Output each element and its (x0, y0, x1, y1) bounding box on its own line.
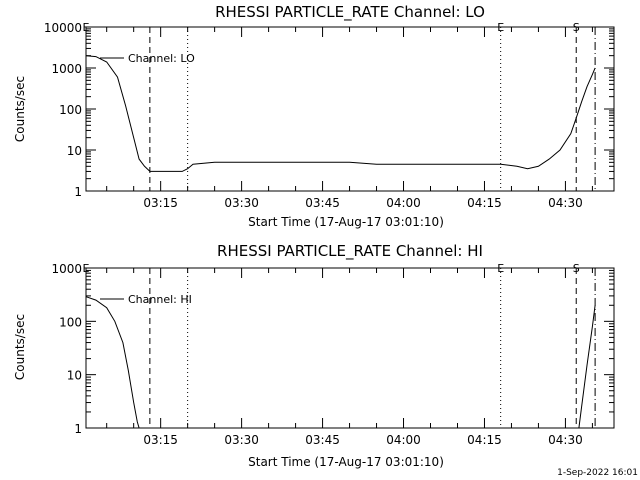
series-line (85, 296, 140, 429)
chart-title: RHESSI PARTICLE_RATE Channel: HI (217, 242, 483, 261)
x-tick-label: 03:15 (143, 433, 178, 447)
event-marker-label: E (497, 21, 504, 34)
y-tick-label: 100 (59, 103, 82, 117)
y-tick-label: 1000 (51, 262, 82, 276)
legend-label: Channel: LO (128, 52, 195, 65)
legend-label: Channel: HI (128, 293, 192, 306)
x-tick-label: 04:15 (467, 196, 502, 210)
x-axis-label: Start Time (17-Aug-17 03:01:10) (248, 455, 444, 469)
x-tick-label: 03:30 (224, 196, 259, 210)
x-tick-label: 03:30 (224, 433, 259, 447)
series-line (578, 305, 596, 429)
y-tick-label: 1 (74, 185, 82, 199)
event-marker-label: S (573, 262, 580, 275)
timestamp: 1-Sep-2022 16:01 (557, 468, 638, 478)
x-tick-label: 03:45 (305, 433, 340, 447)
y-tick-label: 10 (67, 369, 82, 383)
x-tick-label: 04:30 (548, 196, 583, 210)
x-axis-label: Start Time (17-Aug-17 03:01:10) (248, 215, 444, 229)
event-marker-label: E (83, 21, 90, 34)
y-tick-label: 100 (59, 315, 82, 329)
y-tick-label: 10 (67, 144, 82, 158)
y-axis-label: Counts/sec (13, 314, 27, 380)
chart-title: RHESSI PARTICLE_RATE Channel: LO (215, 3, 485, 22)
x-tick-label: 04:00 (386, 433, 421, 447)
chart-lo: RHESSI PARTICLE_RATE Channel: LO Counts/… (13, 3, 615, 229)
series-line (85, 55, 596, 172)
y-tick-label: 10000 (44, 21, 82, 35)
event-marker-label: E (497, 262, 504, 275)
y-tick-label: 1 (74, 422, 82, 436)
event-marker-label: E (83, 262, 90, 275)
x-tick-label: 04:30 (548, 433, 583, 447)
x-tick-label: 03:15 (143, 196, 178, 210)
y-tick-label: 1000 (51, 62, 82, 76)
chart-hi: RHESSI PARTICLE_RATE Channel: HI Counts/… (13, 242, 615, 469)
x-tick-label: 04:15 (467, 433, 502, 447)
y-axis-label: Counts/sec (13, 76, 27, 142)
plot-frame (85, 267, 615, 429)
event-marker-label: S (573, 21, 580, 34)
x-tick-label: 03:45 (305, 196, 340, 210)
x-tick-label: 04:00 (386, 196, 421, 210)
